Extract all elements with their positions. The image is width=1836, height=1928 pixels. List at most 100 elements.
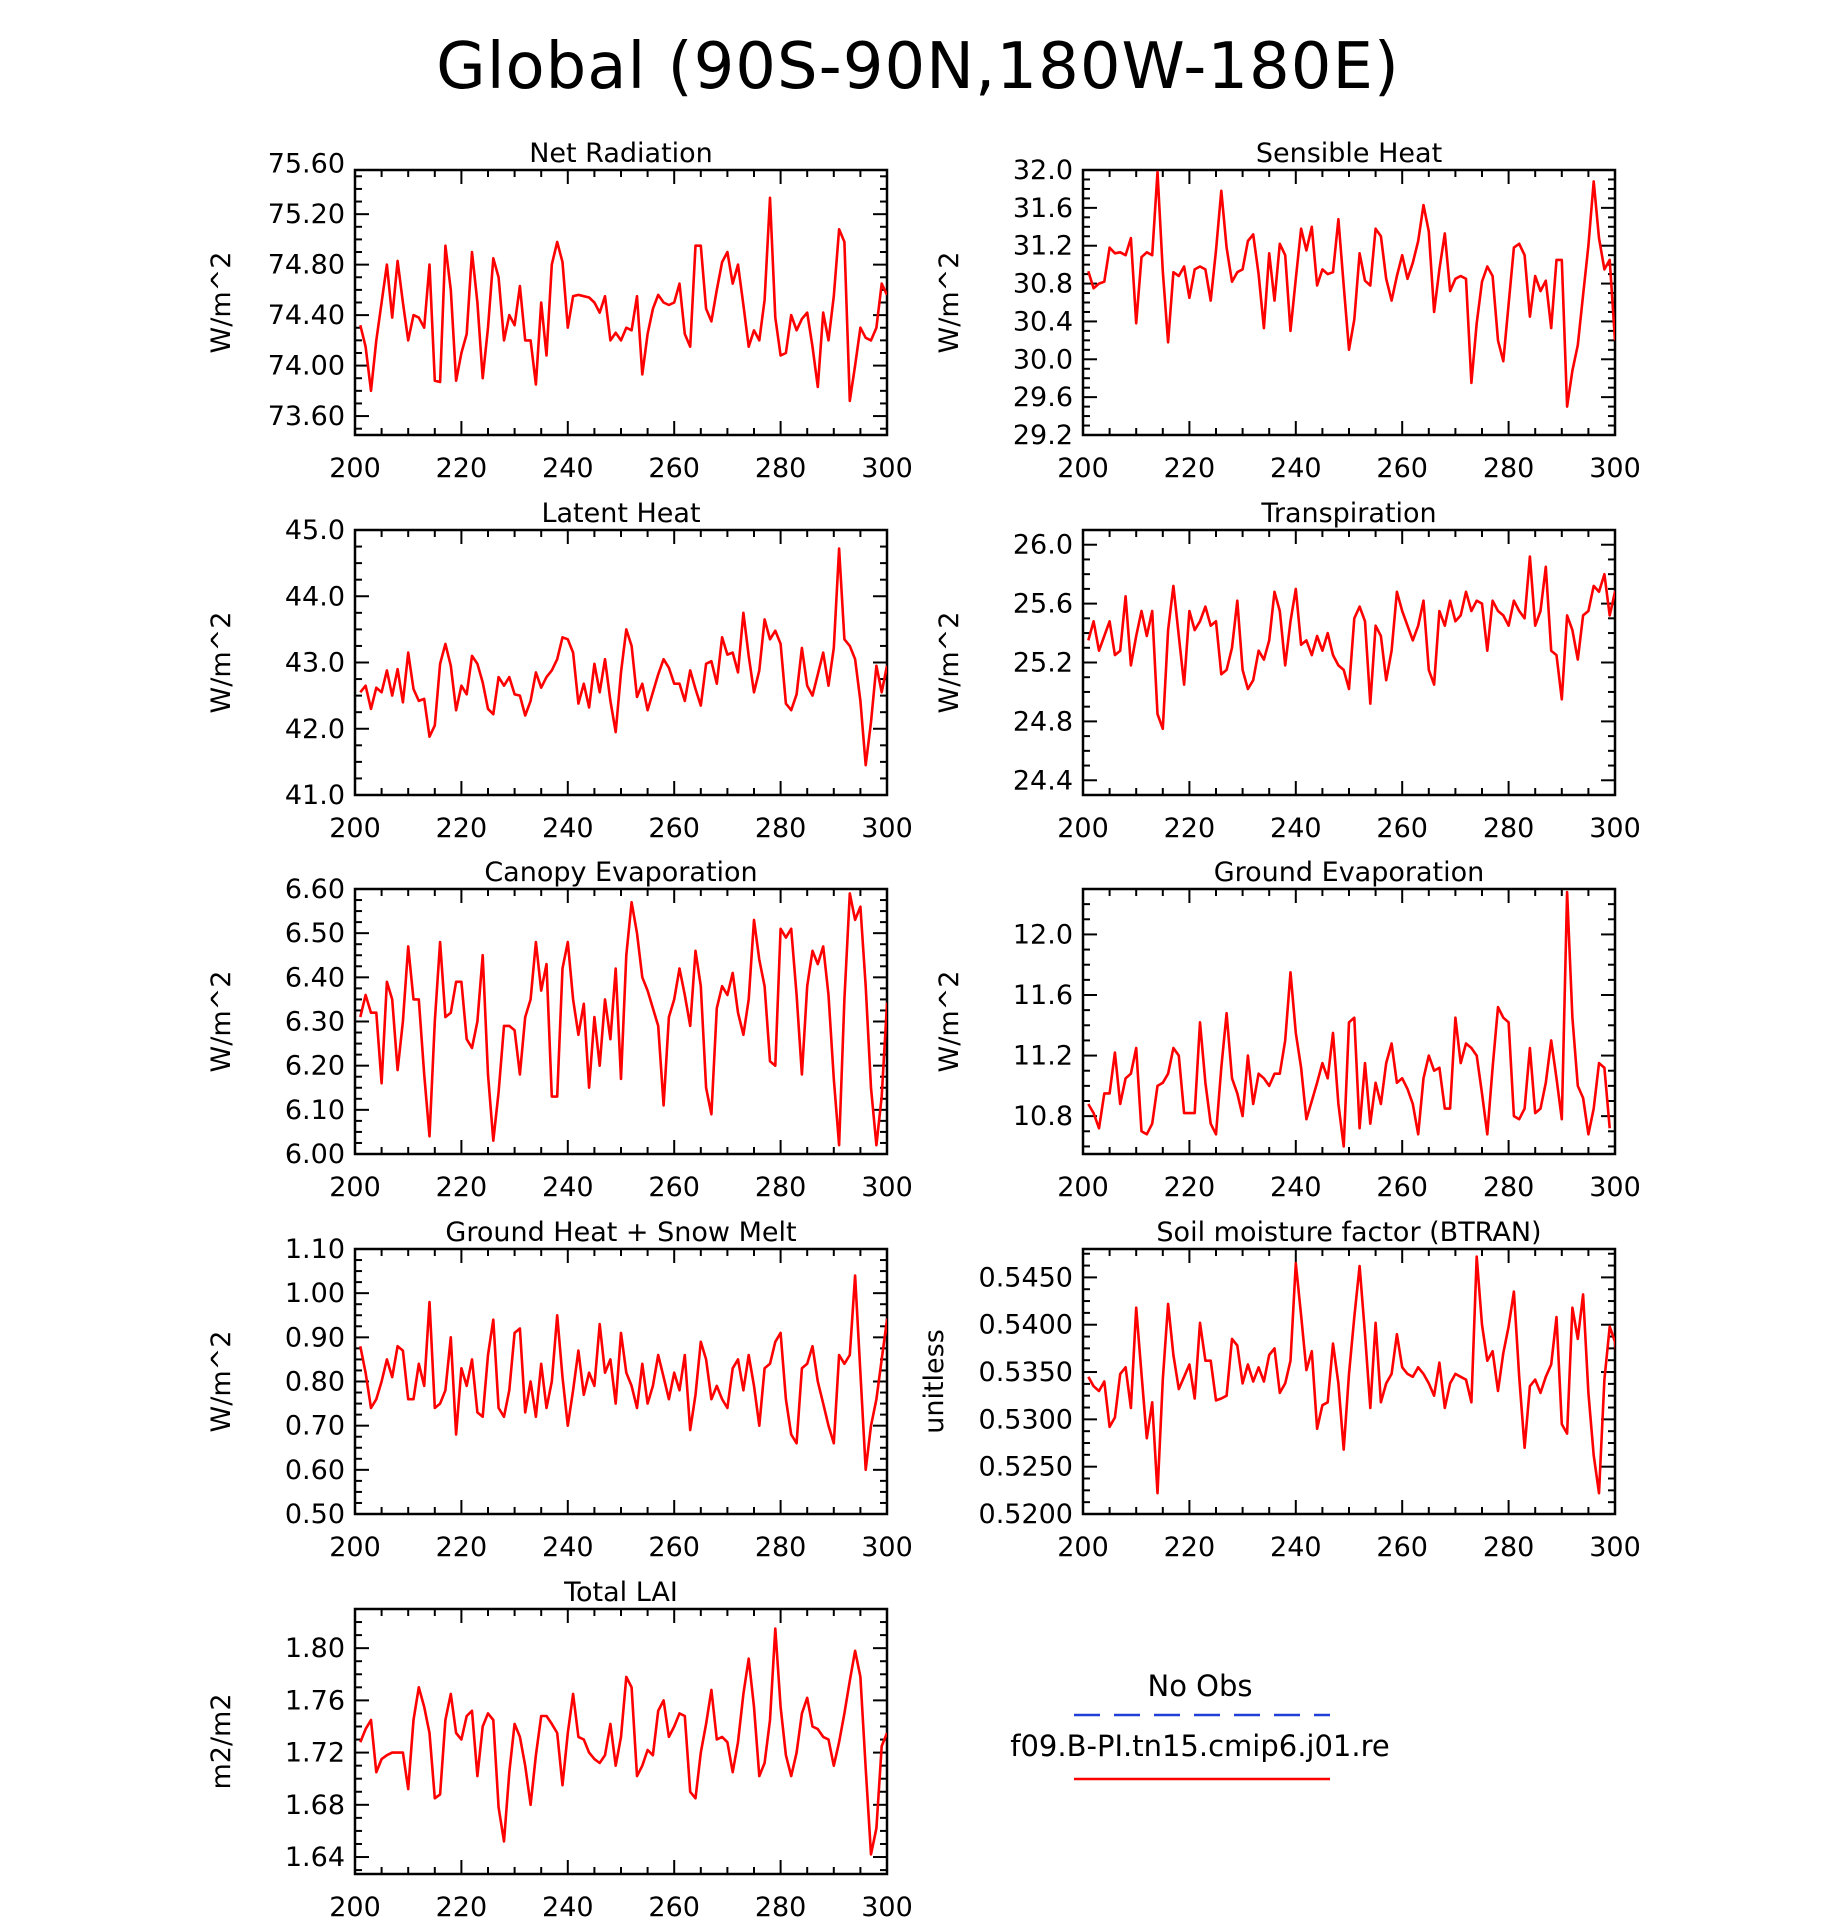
- plot-frame: [1081, 168, 1617, 437]
- y-axis-label: W/m^2: [934, 971, 965, 1073]
- y-axis-label: W/m^2: [206, 612, 237, 714]
- series-line: [359, 1274, 887, 1472]
- y-tick-label: 6.60: [285, 874, 345, 905]
- x-tick-label: 300: [861, 1892, 913, 1923]
- x-tick-label: 260: [648, 453, 700, 484]
- chart-panel: Latent Heat 200 220 240 260 280 300 41.0 42.0 43.…: [206, 498, 913, 844]
- chart-panel: Soil moisture factor (BTRAN) 200 220 240 260…: [919, 1217, 1641, 1563]
- y-tick-label: 1.72: [285, 1738, 345, 1769]
- x-tick-label: 280: [1483, 453, 1535, 484]
- y-tick-label: 0.5450: [979, 1262, 1073, 1293]
- legend-obs-label: No Obs: [1148, 1669, 1253, 1703]
- x-tick-label: 280: [1483, 1532, 1535, 1563]
- x-tick-label: 200: [1057, 1532, 1109, 1563]
- x-tick-label: 260: [1376, 813, 1428, 844]
- y-axis-label: m2/m2: [206, 1693, 237, 1789]
- y-tick-label: 0.90: [285, 1322, 345, 1353]
- y-tick-label: 43.0: [285, 648, 345, 679]
- y-tick-label: 0.5200: [979, 1499, 1073, 1530]
- x-tick-label: 240: [1270, 1532, 1322, 1563]
- y-tick-label: 6.00: [285, 1139, 345, 1170]
- y-tick-label: 73.60: [268, 401, 345, 432]
- x-tick-label: 240: [542, 1532, 594, 1563]
- chart-panel: Total LAI 200 220 240 260 280 300 1.64 1.68 1.72 1…: [206, 1577, 913, 1923]
- y-tick-label: 30.0: [1013, 344, 1073, 375]
- chart-panel: Net Radiation 200 220 240 260 280 300 73.60 74.0…: [206, 138, 913, 484]
- x-tick-label: 200: [1057, 453, 1109, 484]
- panel-title: Latent Heat: [541, 498, 700, 529]
- y-tick-label: 6.30: [285, 1007, 345, 1038]
- y-tick-label: 26.0: [1013, 530, 1073, 561]
- x-tick-label: 280: [1483, 813, 1535, 844]
- y-tick-label: 41.0: [285, 780, 345, 811]
- x-tick-label: 220: [436, 1172, 488, 1203]
- plot-frame: [353, 168, 889, 437]
- x-tick-label: 220: [1164, 453, 1216, 484]
- x-tick-label: 200: [329, 453, 381, 484]
- y-tick-label: 45.0: [285, 515, 345, 546]
- chart-panel: Transpiration 200 220 240 260 280 300 24.4 24.8 2…: [934, 498, 1641, 844]
- y-axis-label: W/m^2: [206, 971, 237, 1073]
- y-tick-label: 0.60: [285, 1455, 345, 1486]
- x-tick-label: 300: [1589, 813, 1641, 844]
- y-tick-label: 1.76: [285, 1685, 345, 1716]
- y-tick-label: 75.20: [268, 199, 345, 230]
- page-title: Global (90S-90N,180W-180E): [436, 30, 1400, 104]
- x-tick-label: 200: [329, 1532, 381, 1563]
- x-tick-label: 280: [755, 813, 807, 844]
- y-tick-label: 6.40: [285, 962, 345, 993]
- series-line: [1087, 170, 1615, 408]
- y-tick-label: 25.6: [1013, 589, 1073, 620]
- series-line: [1087, 555, 1615, 731]
- x-tick-label: 280: [755, 1892, 807, 1923]
- y-axis-label: W/m^2: [934, 252, 965, 354]
- y-tick-label: 11.6: [1013, 980, 1073, 1011]
- y-tick-label: 0.5250: [979, 1452, 1073, 1483]
- x-tick-label: 280: [755, 453, 807, 484]
- y-tick-label: 29.6: [1013, 382, 1073, 413]
- x-tick-label: 260: [648, 1532, 700, 1563]
- chart-panel: Sensible Heat 200 220 240 260 280 300 29.2 29.6 3…: [934, 138, 1641, 484]
- x-tick-label: 260: [1376, 1172, 1428, 1203]
- x-tick-label: 240: [542, 1172, 594, 1203]
- x-tick-label: 240: [1270, 453, 1322, 484]
- x-tick-label: 200: [329, 813, 381, 844]
- y-tick-label: 74.00: [268, 351, 345, 382]
- x-tick-label: 260: [648, 1892, 700, 1923]
- x-tick-label: 220: [436, 1892, 488, 1923]
- x-tick-label: 240: [542, 1892, 594, 1923]
- y-tick-label: 25.2: [1013, 648, 1073, 679]
- panel-title: Sensible Heat: [1256, 138, 1442, 169]
- panel-title: Total LAI: [563, 1577, 678, 1608]
- y-tick-label: 10.8: [1013, 1101, 1073, 1132]
- x-tick-label: 280: [755, 1172, 807, 1203]
- y-tick-label: 30.8: [1013, 269, 1073, 300]
- y-tick-label: 24.8: [1013, 706, 1073, 737]
- x-tick-label: 300: [861, 453, 913, 484]
- y-tick-label: 6.10: [285, 1095, 345, 1126]
- series-line: [1087, 890, 1611, 1148]
- y-tick-label: 74.80: [268, 250, 345, 281]
- x-tick-label: 220: [1164, 1532, 1216, 1563]
- panel-title: Net Radiation: [529, 138, 713, 169]
- series-line: [359, 196, 887, 403]
- x-tick-label: 200: [1057, 813, 1109, 844]
- x-tick-label: 200: [1057, 1172, 1109, 1203]
- panel-title: Transpiration: [1260, 498, 1436, 529]
- x-tick-label: 260: [1376, 1532, 1428, 1563]
- panel-title: Canopy Evaporation: [484, 857, 757, 888]
- y-tick-label: 0.5350: [979, 1357, 1073, 1388]
- y-tick-label: 74.40: [268, 300, 345, 331]
- chart-panel: Ground Evaporation 200 220 240 260 280 300 10.8…: [934, 857, 1641, 1203]
- x-tick-label: 200: [329, 1172, 381, 1203]
- y-axis-label: W/m^2: [206, 1331, 237, 1433]
- chart-panel: Ground Heat + Snow Melt 200 220 240 260 280 30…: [206, 1217, 913, 1563]
- y-tick-label: 1.80: [285, 1633, 345, 1664]
- y-tick-label: 29.2: [1013, 420, 1073, 451]
- y-tick-label: 31.2: [1013, 231, 1073, 262]
- x-tick-label: 300: [1589, 1532, 1641, 1563]
- y-tick-label: 0.70: [285, 1411, 345, 1442]
- y-axis-label: W/m^2: [206, 252, 237, 354]
- y-axis-label: W/m^2: [934, 612, 965, 714]
